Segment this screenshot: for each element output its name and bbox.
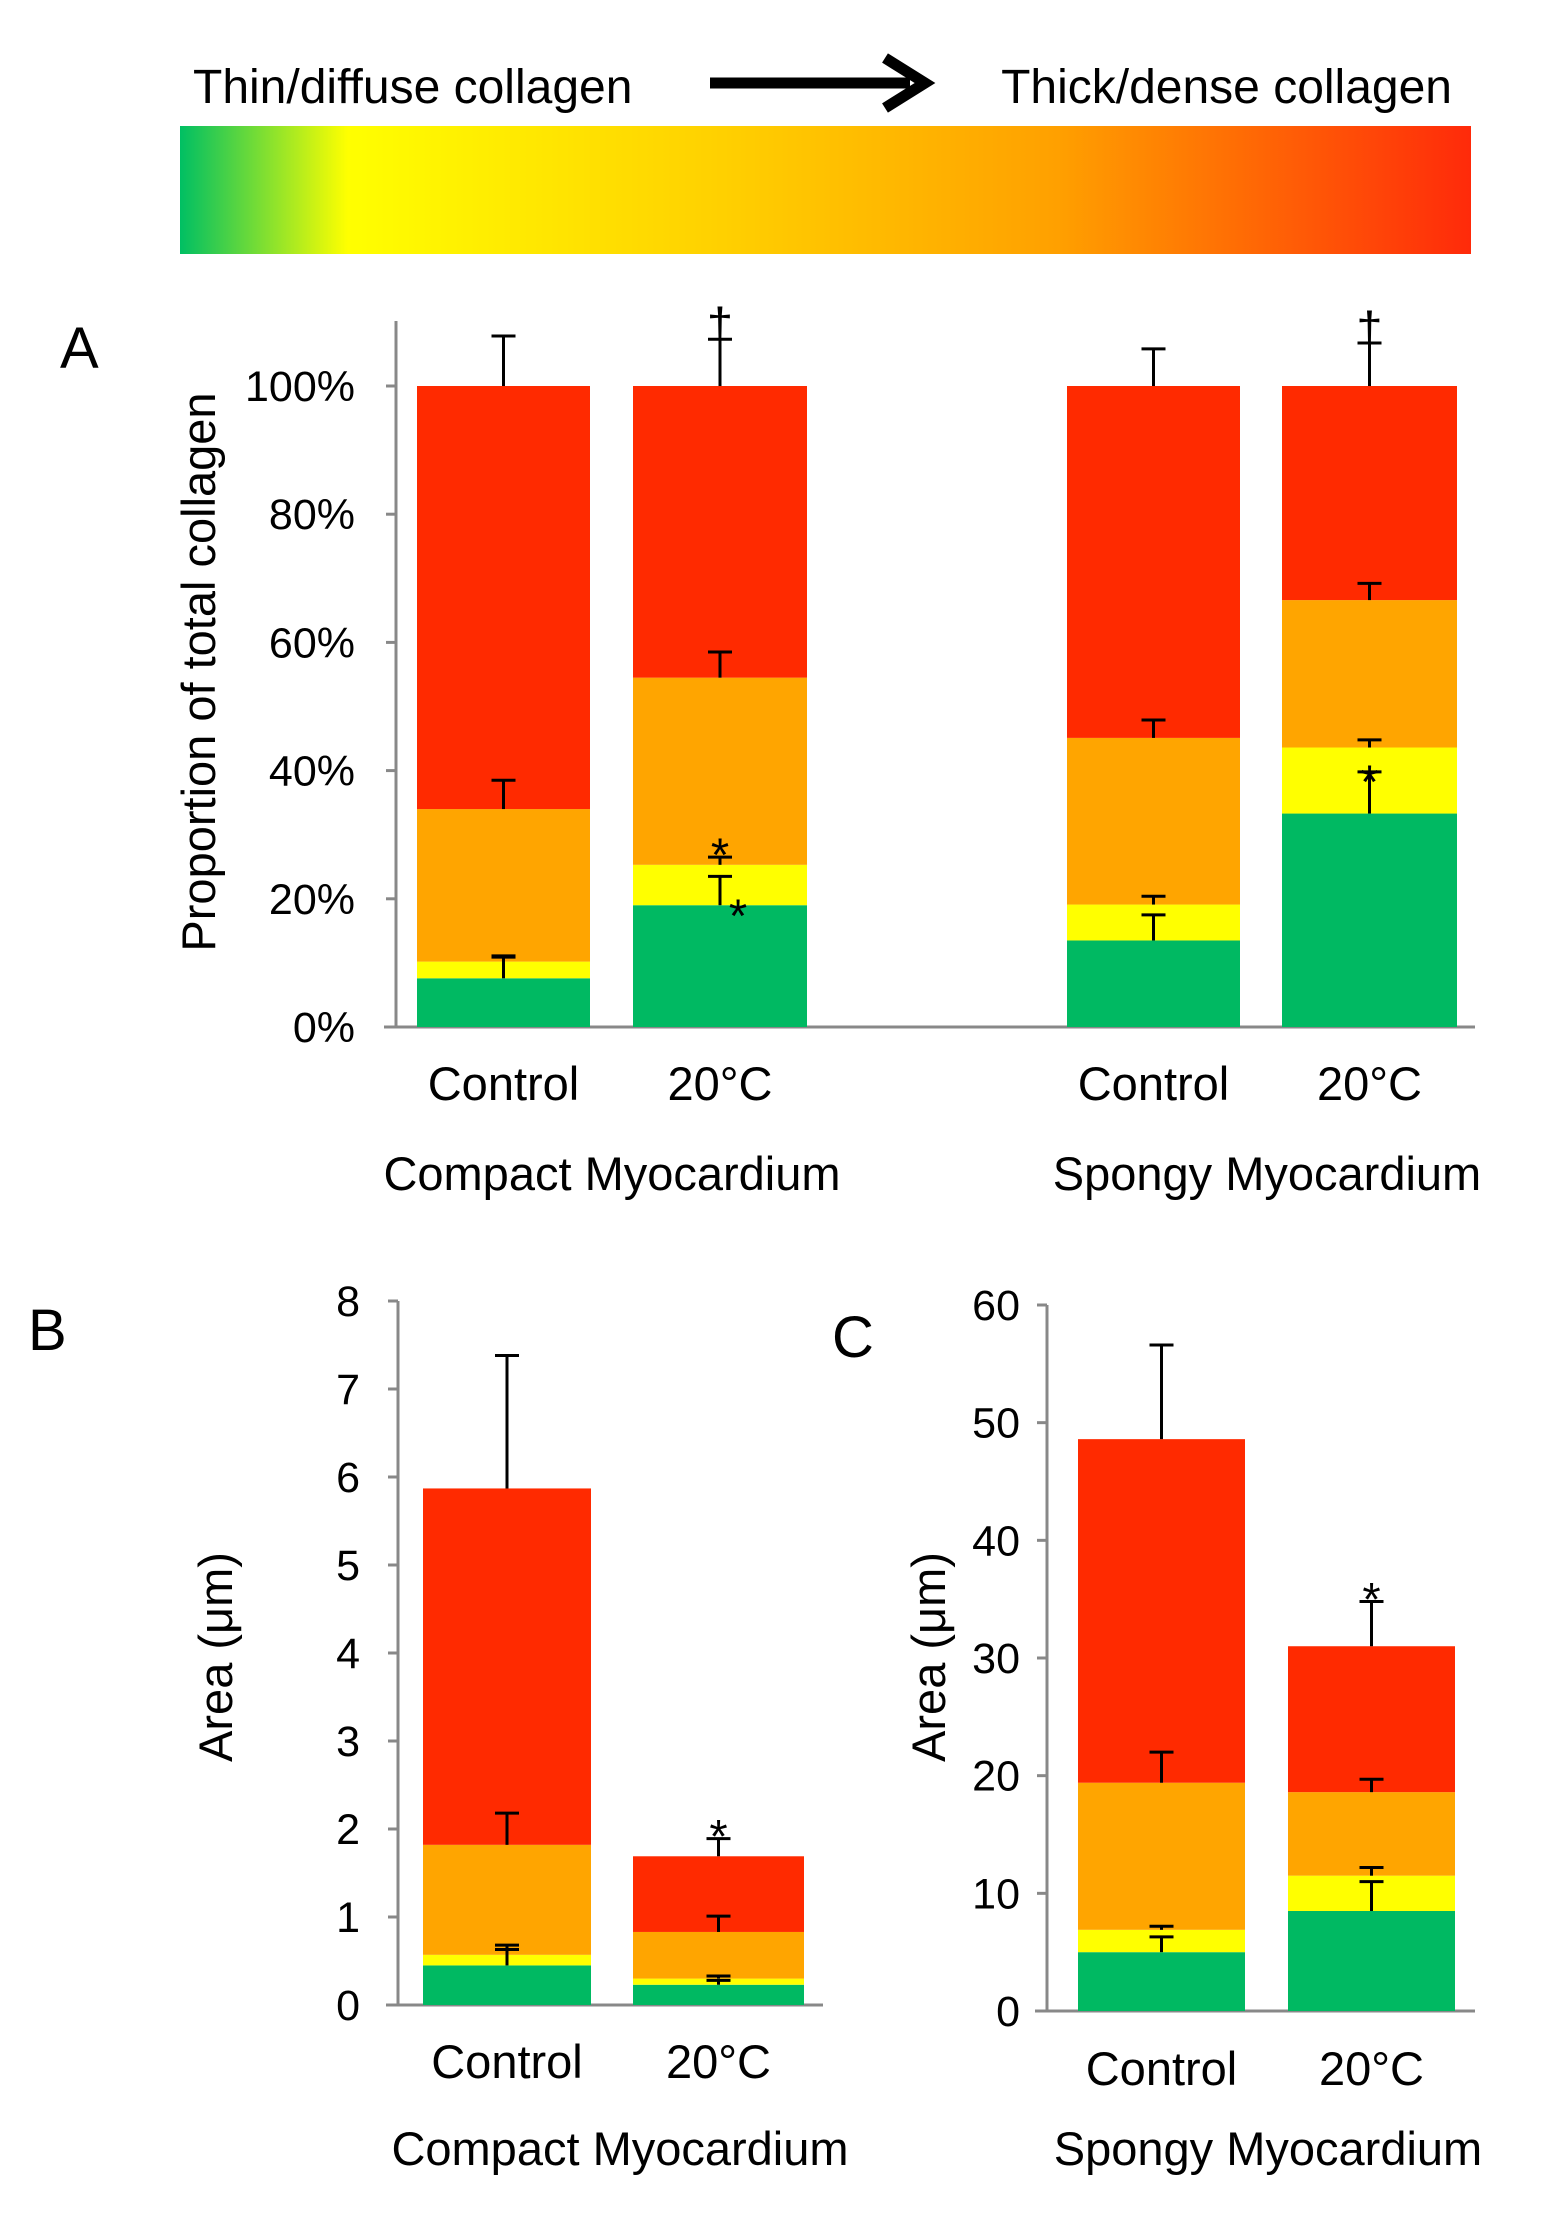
x-category-label: 20°C [1317,1057,1422,1110]
y-tick-label: 7 [336,1366,360,1414]
stacked-bar [1282,341,1457,1027]
legend-left-label: Thin/diffuse collagen [193,61,632,114]
bar-segment-orange [423,1844,591,1955]
y-tick-label: 60% [269,619,355,667]
x-category-label: Control [431,2035,583,2088]
bar-segment-green [633,1984,804,2005]
y-tick-label: 40 [972,1517,1020,1565]
stacked-bar [1288,1600,1455,2011]
y-tick-label: 6 [336,1454,360,1502]
y-tick-label: 1 [336,1894,360,1942]
y-tick-label: 20% [269,876,355,924]
group-label: Spongy Myocardium [1054,2122,1482,2175]
group-label: Spongy Myocardium [1053,1147,1481,1200]
x-category-label: Control [428,1057,580,1110]
group-label: Compact Myocardium [391,2122,848,2175]
stacked-bar [1078,1343,1245,2011]
y-tick-label: 0% [293,1004,355,1052]
x-category-label: 20°C [666,2035,771,2088]
bar-segment-orange [1078,1782,1245,1930]
y-tick-label: 5 [336,1542,360,1590]
significance-asterisk: * [709,1810,727,1863]
stacked-bar [633,337,807,1027]
bar-segment-orange [633,1931,804,1979]
y-tick-label: 4 [336,1630,360,1678]
significance-asterisk: * [1362,1573,1380,1626]
y-tick-label: 10 [972,1870,1020,1918]
y-tick-label: 0 [996,1988,1020,2036]
significance-asterisk: * [729,889,747,942]
panel-b: B 0 1 2 3 4 5 6 7 8 Area (μm) Control 20°C * Compact M… [28,1278,849,2175]
x-category-label: Control [1078,1057,1230,1110]
y-tick-label: 80% [269,491,355,539]
panel-label: B [28,1298,67,1363]
bar-segment-green [417,978,590,1027]
bar-segment-orange [1067,737,1240,905]
bar-segment-green [633,905,807,1027]
y-axis-label: Area (μm) [189,1552,242,1762]
y-tick-label: 30 [972,1635,1020,1683]
bar-segment-red [633,386,807,678]
x-category-label: Control [1086,2042,1238,2095]
significance-dagger: † [1356,302,1382,355]
legend-right-label: Thick/dense collagen [1001,61,1452,114]
bar-segment-orange [633,677,807,865]
y-tick-label: 40% [269,748,355,796]
y-axis-label: Proportion of total collagen [172,392,225,951]
bar-segment-red [1282,386,1457,601]
bar-segment-red [1288,1646,1455,1793]
significance-asterisk: * [1360,755,1378,808]
significance-dagger: † [707,298,733,351]
panel-label: C [832,1305,874,1370]
y-tick-label: 60 [972,1282,1020,1330]
group-label: Compact Myocardium [383,1147,840,1200]
bar-segment-red [1078,1439,1245,1783]
right-arrow-icon [710,53,936,113]
bar-segment-orange [1288,1792,1455,1876]
significance-asterisk: * [711,828,729,881]
y-tick-label: 8 [336,1278,360,1326]
y-tick-label: 3 [336,1718,360,1766]
panel-label: A [60,316,99,381]
gradient-legend: Thin/diffuse collagen Thick/dense collag… [180,53,1471,254]
bar-segment-red [417,386,590,810]
bar-segment-green [423,1965,591,2005]
bar-segment-green [1288,1910,1455,2011]
stacked-bar [1067,347,1240,1027]
bar-segment-green [1282,813,1457,1027]
stacked-bar [417,334,590,1027]
stacked-bar [423,1354,591,2005]
bar-segment-orange [1282,600,1457,748]
panel-a: A 0% 20% 40% 60% 80% 100% Proportion of total c… [60,298,1481,1200]
bar-segment-green [1078,1952,1245,2011]
bar-segment-red [1067,386,1240,738]
x-category-label: 20°C [1319,2042,1424,2095]
y-tick-label: 2 [336,1806,360,1854]
bar-segment-orange [417,809,590,962]
bar-segment-green [1067,940,1240,1027]
y-tick-label: 20 [972,1753,1020,1801]
y-tick-label: 100% [245,363,355,411]
stacked-bar [633,1837,804,2005]
y-axis-label: Area (μm) [902,1552,955,1762]
panel-c: C 0 10 20 30 40 50 60 Area (μm) Control 20°C * Spong… [832,1282,1482,2175]
collagen-gradient-bar [180,126,1471,254]
bar-segment-red [423,1488,591,1845]
y-tick-label: 50 [972,1400,1020,1448]
y-tick-label: 0 [336,1982,360,2030]
x-category-label: 20°C [667,1057,772,1110]
